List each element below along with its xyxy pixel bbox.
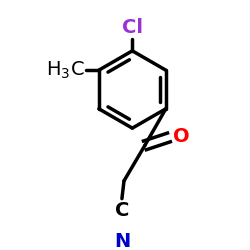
Text: N: N xyxy=(114,232,130,250)
Text: Cl: Cl xyxy=(122,18,143,37)
Text: $\mathsf{H_3C}$: $\mathsf{H_3C}$ xyxy=(46,60,85,81)
Text: O: O xyxy=(173,127,190,146)
Text: C: C xyxy=(115,201,129,220)
